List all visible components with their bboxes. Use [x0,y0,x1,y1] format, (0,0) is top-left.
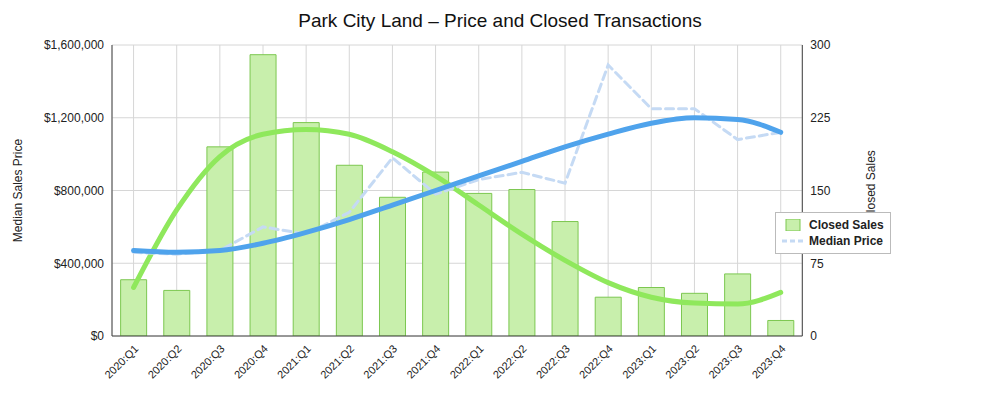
svg-text:2021:Q1: 2021:Q1 [275,342,313,380]
svg-text:$0: $0 [91,329,105,343]
svg-text:2021:Q2: 2021:Q2 [318,342,356,380]
svg-text:2022:Q2: 2022:Q2 [490,342,528,380]
svg-text:2020:Q1: 2020:Q1 [102,342,140,380]
html-text:Park City Land – Price and Clo: Park City Land – Price and Closed Transa… [298,10,702,31]
svg-text:Median Sales Price: Median Sales Price [11,138,25,242]
svg-text:2021:Q4: 2021:Q4 [404,342,442,380]
svg-text:2023:Q4: 2023:Q4 [749,342,787,380]
svg-text:2023:Q3: 2023:Q3 [706,342,744,380]
svg-text:2020:Q4: 2020:Q4 [232,342,270,380]
svg-text:225: 225 [810,111,830,125]
svg-text:75: 75 [810,257,824,271]
html-text:Median Price: Median Price [809,234,883,248]
svg-text:2022:Q3: 2022:Q3 [534,342,572,380]
svg-text:0: 0 [810,329,817,343]
html-text:Closed Sales: Closed Sales [809,218,884,232]
svg-text:2020:Q3: 2020:Q3 [188,342,226,380]
svg-text:2023:Q1: 2023:Q1 [620,342,658,380]
svg-text:2020:Q2: 2020:Q2 [145,342,183,380]
svg-text:150: 150 [810,184,830,198]
svg-text:$1,600,000: $1,600,000 [44,38,104,52]
svg-text:# Closed Sales: # Closed Sales [864,150,878,231]
svg-text:2022:Q4: 2022:Q4 [577,342,615,380]
svg-text:2021:Q3: 2021:Q3 [361,342,399,380]
svg-text:2022:Q1: 2022:Q1 [447,342,485,380]
svg-text:300: 300 [810,38,830,52]
svg-text:$800,000: $800,000 [54,184,104,198]
svg-text:$400,000: $400,000 [54,257,104,271]
svg-text:$1,200,000: $1,200,000 [44,111,104,125]
svg-text:2023:Q2: 2023:Q2 [663,342,701,380]
